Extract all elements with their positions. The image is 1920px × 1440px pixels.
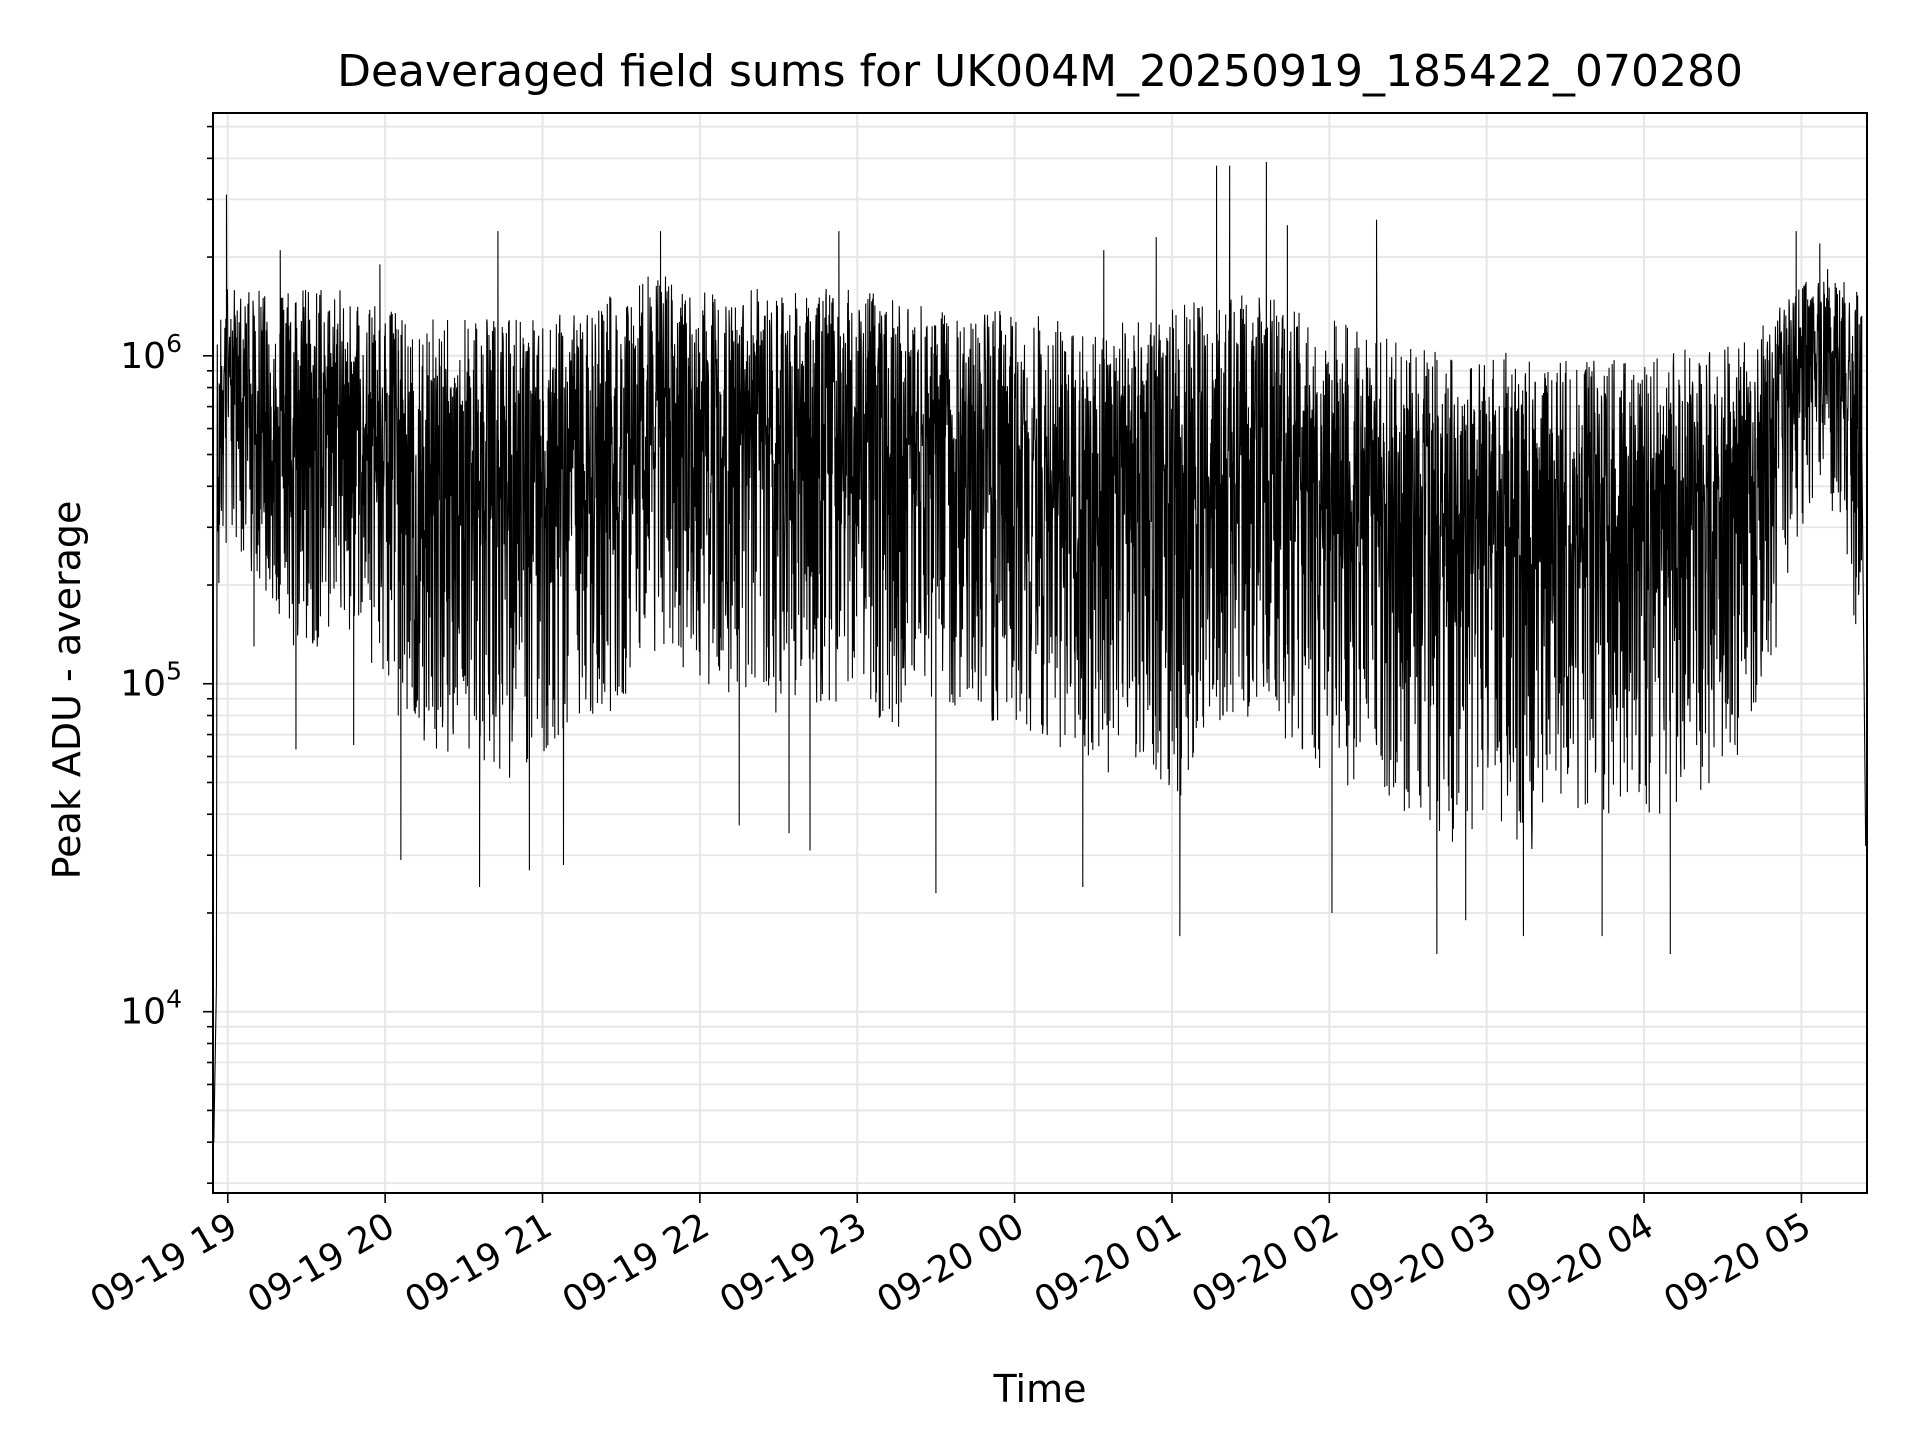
chart-title: Deaveraged field sums for UK004M_2025091… xyxy=(337,46,1743,97)
series-line xyxy=(213,161,1867,1143)
plot-frame xyxy=(212,112,1868,1194)
y-tick-label: 106 xyxy=(120,329,182,377)
y-tick-label: 105 xyxy=(120,657,182,705)
y-axis-label: Peak ADU - average xyxy=(45,501,89,880)
x-axis-label: Time xyxy=(993,1367,1087,1411)
y-axis: 104 105 106 xyxy=(120,125,213,1184)
y-tick-label: 104 xyxy=(120,985,182,1033)
